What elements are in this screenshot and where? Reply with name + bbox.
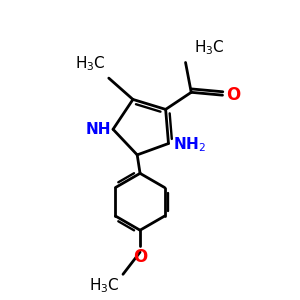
Text: H$_3$C: H$_3$C	[194, 39, 225, 57]
Text: H$_3$C: H$_3$C	[89, 277, 120, 295]
Text: O: O	[133, 248, 147, 266]
Text: O: O	[226, 86, 240, 104]
Text: NH: NH	[85, 122, 111, 137]
Text: H$_3$C: H$_3$C	[75, 54, 106, 73]
Text: NH$_2$: NH$_2$	[173, 136, 206, 154]
